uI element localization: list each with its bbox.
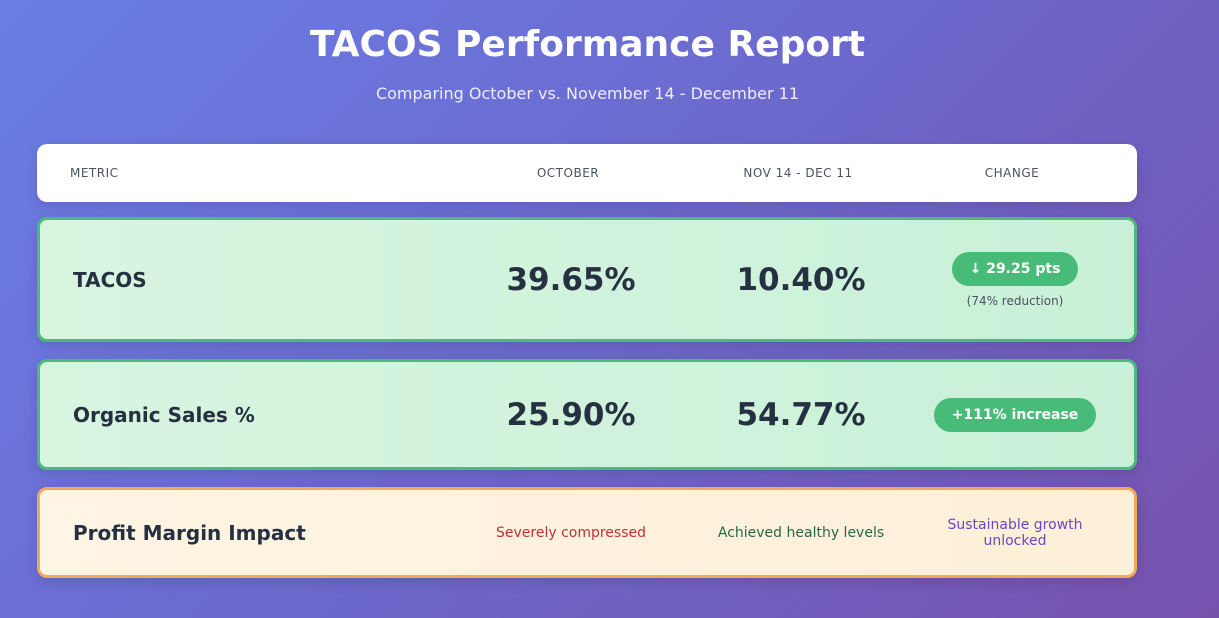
change-badge: ↓ 29.25 pts bbox=[951, 251, 1079, 286]
change-cell: ↓ 29.25 pts (74% reduction) bbox=[916, 251, 1114, 308]
change-badge: +111% increase bbox=[933, 397, 1097, 432]
metric-label: Profit Margin Impact bbox=[73, 520, 306, 545]
column-header-metric: METRIC bbox=[70, 166, 119, 180]
october-impact: Severely compressed bbox=[495, 524, 647, 541]
table-row-tacos: TACOS 39.65% 10.40% ↓ 29.25 pts (74% red… bbox=[37, 217, 1137, 342]
column-header-nov-dec: NOV 14 - DEC 11 bbox=[743, 166, 853, 180]
table-row-organic-sales: Organic Sales % 25.90% 54.77% +111% incr… bbox=[37, 359, 1137, 470]
change-impact: Sustainable growth unlocked bbox=[947, 516, 1083, 549]
october-value: 25.90% bbox=[506, 396, 636, 433]
column-header-change: CHANGE bbox=[984, 166, 1040, 180]
nov-dec-value: 10.40% bbox=[736, 261, 866, 298]
change-note: (74% reduction) bbox=[966, 293, 1064, 308]
metric-label: Organic Sales % bbox=[73, 402, 255, 427]
nov-dec-impact: Achieved healthy levels bbox=[717, 524, 885, 541]
october-value: 39.65% bbox=[506, 261, 636, 298]
page-subtitle: Comparing October vs. November 14 - Dece… bbox=[375, 84, 800, 103]
column-header-october: OCTOBER bbox=[536, 166, 600, 180]
change-cell: +111% increase bbox=[916, 397, 1114, 432]
table-row-profit-margin: Profit Margin Impact Severely compressed… bbox=[37, 487, 1137, 578]
nov-dec-value: 54.77% bbox=[736, 396, 866, 433]
table-header: METRIC OCTOBER NOV 14 - DEC 11 CHANGE bbox=[37, 144, 1137, 202]
metric-label: TACOS bbox=[73, 267, 147, 292]
page-title: TACOS Performance Report bbox=[309, 24, 866, 65]
